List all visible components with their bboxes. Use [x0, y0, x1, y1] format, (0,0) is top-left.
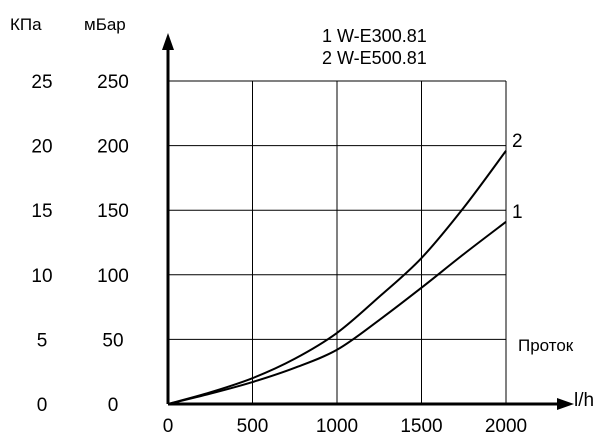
- y-tick-label-kpa: 15: [31, 201, 52, 222]
- y-tick-label-kpa: 20: [31, 137, 52, 158]
- y-tick-label-kpa: 10: [31, 266, 52, 287]
- y-tick-label-mbar: 100: [97, 266, 129, 287]
- x-tick-label: 1000: [316, 416, 358, 436]
- x-tick-label: 500: [237, 416, 269, 436]
- curve-series-2: [167, 150, 507, 405]
- grid: [168, 80, 507, 404]
- curve-label-2: 2: [512, 131, 523, 152]
- y-tick-label-kpa: 0: [37, 395, 48, 416]
- y-tick-label-mbar: 200: [97, 137, 129, 158]
- y-tick-label-kpa: 25: [31, 72, 52, 93]
- y-tick-label-mbar: 50: [102, 330, 123, 351]
- y-unit-kpa: КПа: [10, 15, 42, 34]
- y-tick-label-kpa: 5: [37, 330, 48, 351]
- curve-series-1: [167, 221, 507, 405]
- curve-labels: 12: [512, 131, 523, 223]
- y-axis-arrow: [162, 33, 174, 50]
- x-tick-label: 0: [163, 416, 174, 436]
- legend-entry-2: 2 W-E500.81: [322, 48, 427, 68]
- y-tick-labels-kpa: 0 5 10 15 20 25: [31, 72, 52, 416]
- curves: [167, 150, 507, 405]
- y-tick-label-mbar: 150: [97, 201, 129, 222]
- y-unit-mbar: мБар: [84, 15, 126, 34]
- x-axis-arrow: [557, 398, 574, 410]
- flow-annotation: Проток: [518, 336, 574, 355]
- curve-label-1: 1: [512, 202, 523, 223]
- x-tick-label: 1500: [400, 416, 442, 436]
- axes: [162, 33, 574, 410]
- x-tick-label: 2000: [485, 416, 527, 436]
- x-tick-labels: 0 500 1000 1500 2000: [163, 416, 527, 436]
- y-tick-label-mbar: 250: [97, 72, 129, 93]
- y-tick-label-mbar: 0: [108, 395, 119, 416]
- y-tick-labels-mbar: 0 50 100 150 200 250: [97, 72, 129, 416]
- x-unit-label: l/h: [574, 390, 594, 411]
- legend-entry-1: 1 W-E300.81: [322, 26, 427, 46]
